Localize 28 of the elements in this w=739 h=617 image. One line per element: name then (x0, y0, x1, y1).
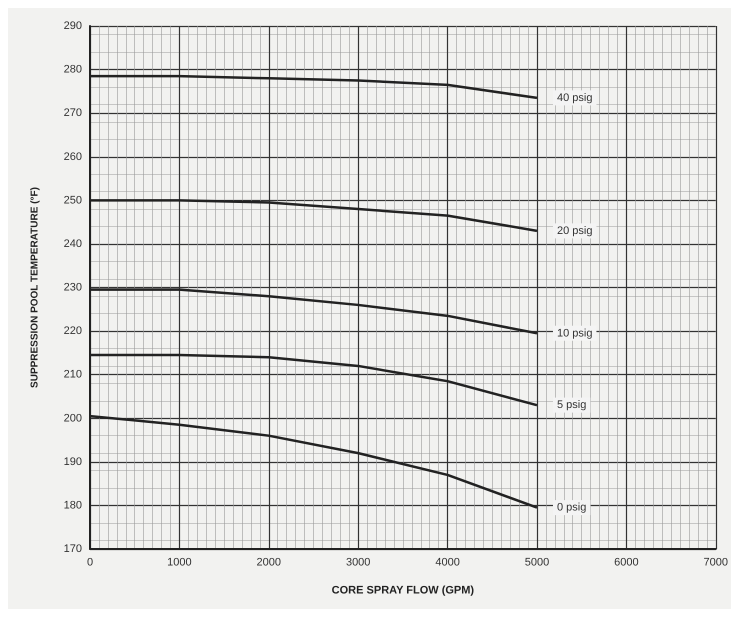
y-tick-label: 220 (64, 325, 82, 338)
x-axis-title: CORE SPRAY FLOW (GPM) (332, 584, 474, 596)
y-tick-label: 200 (64, 412, 82, 424)
y-tick-label: 240 (64, 238, 82, 250)
y-tick-label: 270 (64, 107, 82, 120)
y-tick-label: 290 (64, 20, 82, 32)
x-tick-label: 2000 (256, 556, 282, 568)
y-tick-label: 180 (64, 499, 82, 512)
x-tick-label: 5000 (524, 556, 550, 568)
series-label: 10 psig (556, 327, 592, 340)
x-tick-label: 3000 (346, 556, 370, 568)
y-tick-label: 230 (64, 282, 82, 294)
x-tick-label: 1000 (167, 556, 192, 568)
y-axis-title: SUPPRESSION POOL TEMPERATURE (°F) (30, 187, 40, 388)
x-tick-label: 6000 (614, 556, 639, 568)
series-label: 20 psig (556, 224, 592, 237)
y-tick-label: 190 (64, 456, 82, 468)
y-tick-label: 210 (64, 368, 82, 381)
series-label: 0 psig (556, 502, 586, 514)
y-tick-label: 260 (64, 150, 82, 163)
series-label: 5 psig (556, 399, 586, 412)
y-tick-label: 170 (64, 543, 82, 555)
y-tick-label: 280 (64, 64, 82, 76)
x-tick-label: 4000 (435, 556, 460, 568)
x-tick-label: 0 (86, 556, 94, 568)
y-tick-label: 250 (64, 194, 82, 206)
series-label: 40 psig (556, 92, 592, 104)
x-tick-label: 7000 (704, 556, 728, 568)
